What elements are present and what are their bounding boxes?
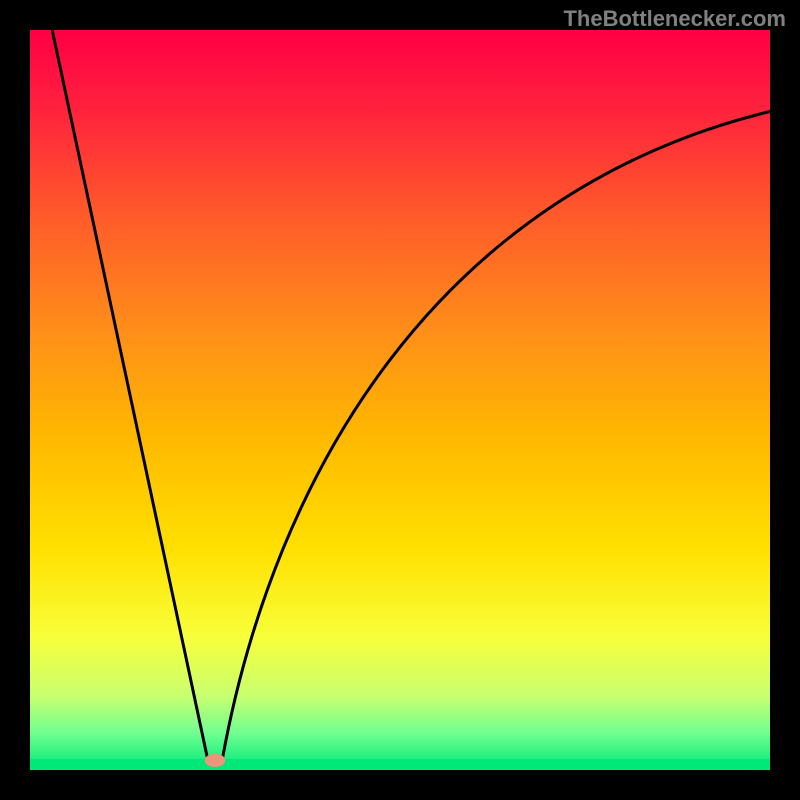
chart-container: TheBottlenecker.com	[0, 0, 800, 800]
bottom-band	[30, 759, 770, 770]
chart-svg	[30, 30, 770, 770]
plot-area	[30, 30, 770, 770]
gradient-background	[30, 30, 770, 770]
vertex-marker	[205, 754, 226, 767]
watermark: TheBottlenecker.com	[563, 6, 786, 32]
